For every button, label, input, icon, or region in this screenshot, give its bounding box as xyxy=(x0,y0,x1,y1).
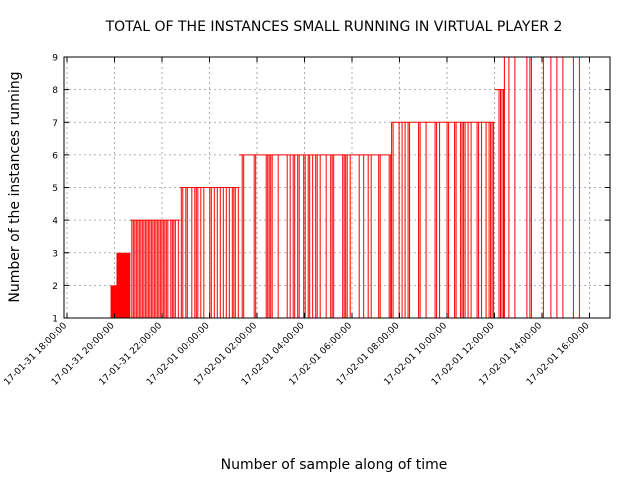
grid xyxy=(64,57,610,318)
bars xyxy=(110,56,584,318)
y-axis-label: Number of the instances running xyxy=(7,71,23,302)
y-tick-label: 4 xyxy=(52,217,58,227)
x-axis-label: Number of sample along of time xyxy=(221,457,448,473)
bar xyxy=(110,285,117,318)
y-tick-label: 8 xyxy=(52,86,58,96)
y-tick-label: 6 xyxy=(52,151,58,161)
y-tick-label: 7 xyxy=(52,119,58,129)
y-tick-label: 9 xyxy=(52,54,58,64)
y-tick-label: 5 xyxy=(52,184,58,194)
chart-title: TOTAL OF THE INSTANCES SMALL RUNNING IN … xyxy=(105,19,563,35)
bar xyxy=(116,252,131,318)
y-tick-label: 2 xyxy=(52,282,58,292)
y-tick-label: 3 xyxy=(52,249,58,259)
y-tick-label: 1 xyxy=(52,315,58,325)
